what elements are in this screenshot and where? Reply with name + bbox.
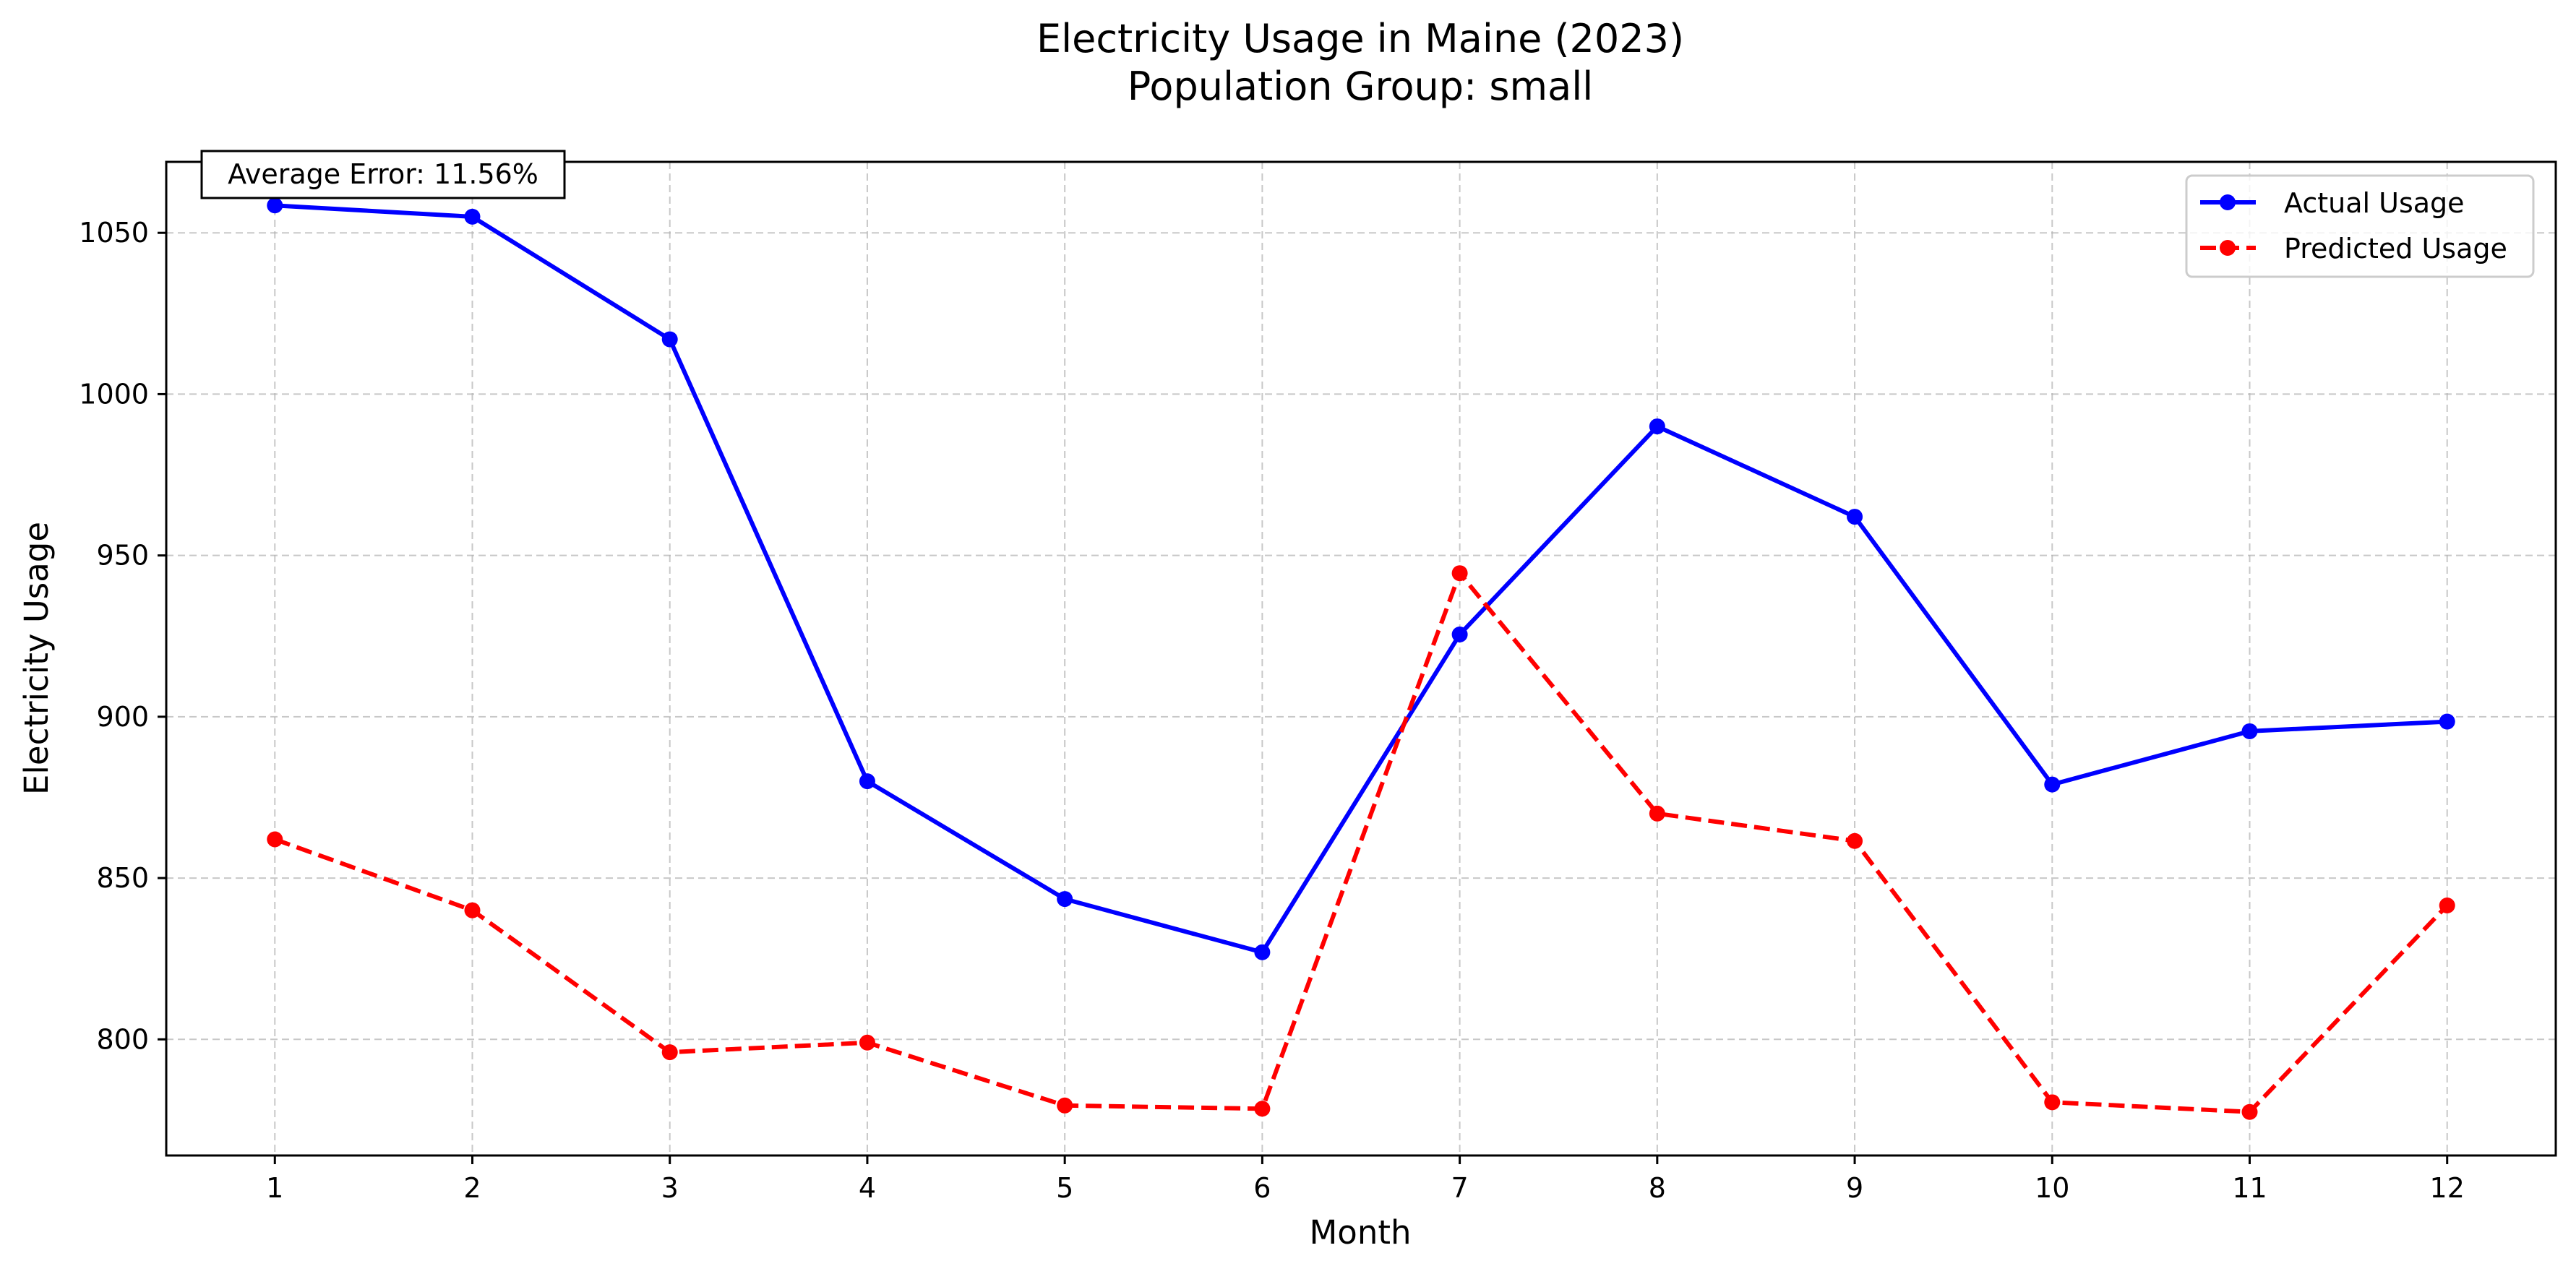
data-point-predicted	[464, 902, 481, 918]
legend-frame	[2185, 174, 2535, 278]
x-tick-label: 7	[1451, 1172, 1469, 1204]
chart-subtitle: Population Group: small	[1128, 64, 1593, 109]
data-point-actual	[2439, 713, 2455, 730]
grid	[166, 162, 2556, 1155]
average-error-annotation: Average Error: 11.56%	[200, 150, 566, 199]
x-axis-label: Month	[1309, 1213, 1411, 1252]
legend-label-predicted: Predicted Usage	[2284, 233, 2507, 264]
legend-marker-predicted	[2220, 240, 2236, 256]
series-line-predicted	[274, 571, 2449, 1114]
annotation-box	[200, 150, 566, 199]
x-tick-label: 9	[1846, 1172, 1863, 1204]
data-point-actual	[1847, 509, 1863, 525]
y-tick-label: 900	[96, 701, 149, 733]
data-point-actual	[1254, 944, 1271, 960]
data-point-predicted	[2241, 1103, 2258, 1120]
data-point-predicted	[2044, 1094, 2061, 1111]
series-layer	[267, 197, 2455, 1120]
legend-marker-actual	[2220, 194, 2236, 210]
data-point-actual	[1057, 891, 1073, 908]
data-point-predicted	[1649, 805, 1665, 822]
annotation-text: Average Error: 11.56%	[228, 158, 538, 190]
x-tick-label: 1	[266, 1172, 283, 1204]
x-tick-label: 2	[463, 1172, 481, 1204]
y-tick-label: 1050	[79, 217, 149, 249]
data-point-predicted	[859, 1034, 875, 1051]
x-tick-label: 5	[1056, 1172, 1073, 1204]
data-point-actual	[1451, 627, 1468, 643]
data-point-actual	[267, 197, 283, 214]
x-tick-label: 3	[661, 1172, 679, 1204]
x-tick-label: 8	[1649, 1172, 1666, 1204]
x-tick-label: 4	[859, 1172, 876, 1204]
plot-area-frame	[165, 160, 2557, 1157]
data-point-actual	[1649, 418, 1665, 435]
data-point-actual	[464, 208, 481, 225]
data-point-actual	[661, 331, 678, 348]
data-point-predicted	[1847, 832, 1863, 849]
y-tick-label: 800	[96, 1023, 149, 1055]
data-point-actual	[2241, 723, 2258, 739]
data-point-predicted	[2439, 898, 2455, 914]
x-tick-label: 6	[1253, 1172, 1271, 1204]
data-point-predicted	[1451, 565, 1468, 582]
series-line-actual	[275, 203, 2447, 955]
data-point-predicted	[661, 1044, 678, 1061]
y-tick-label: 950	[96, 540, 149, 572]
data-point-predicted	[1254, 1101, 1271, 1117]
data-point-actual	[2044, 776, 2061, 793]
y-tick-label: 850	[96, 862, 149, 894]
data-point-predicted	[1057, 1097, 1073, 1114]
x-tick-label: 10	[2035, 1172, 2069, 1204]
x-tick-label: 11	[2232, 1172, 2267, 1204]
x-tick-label: 12	[2430, 1172, 2465, 1204]
data-point-actual	[859, 773, 875, 790]
legend-label-actual: Actual Usage	[2284, 187, 2465, 219]
y-axis-label: Electricity Usage	[17, 522, 56, 795]
y-tick-label: 1000	[79, 378, 149, 410]
chart-title: Electricity Usage in Maine (2023)	[1036, 16, 1684, 61]
data-point-predicted	[267, 831, 283, 848]
legend: Actual Usage Predicted Usage	[2185, 174, 2535, 278]
